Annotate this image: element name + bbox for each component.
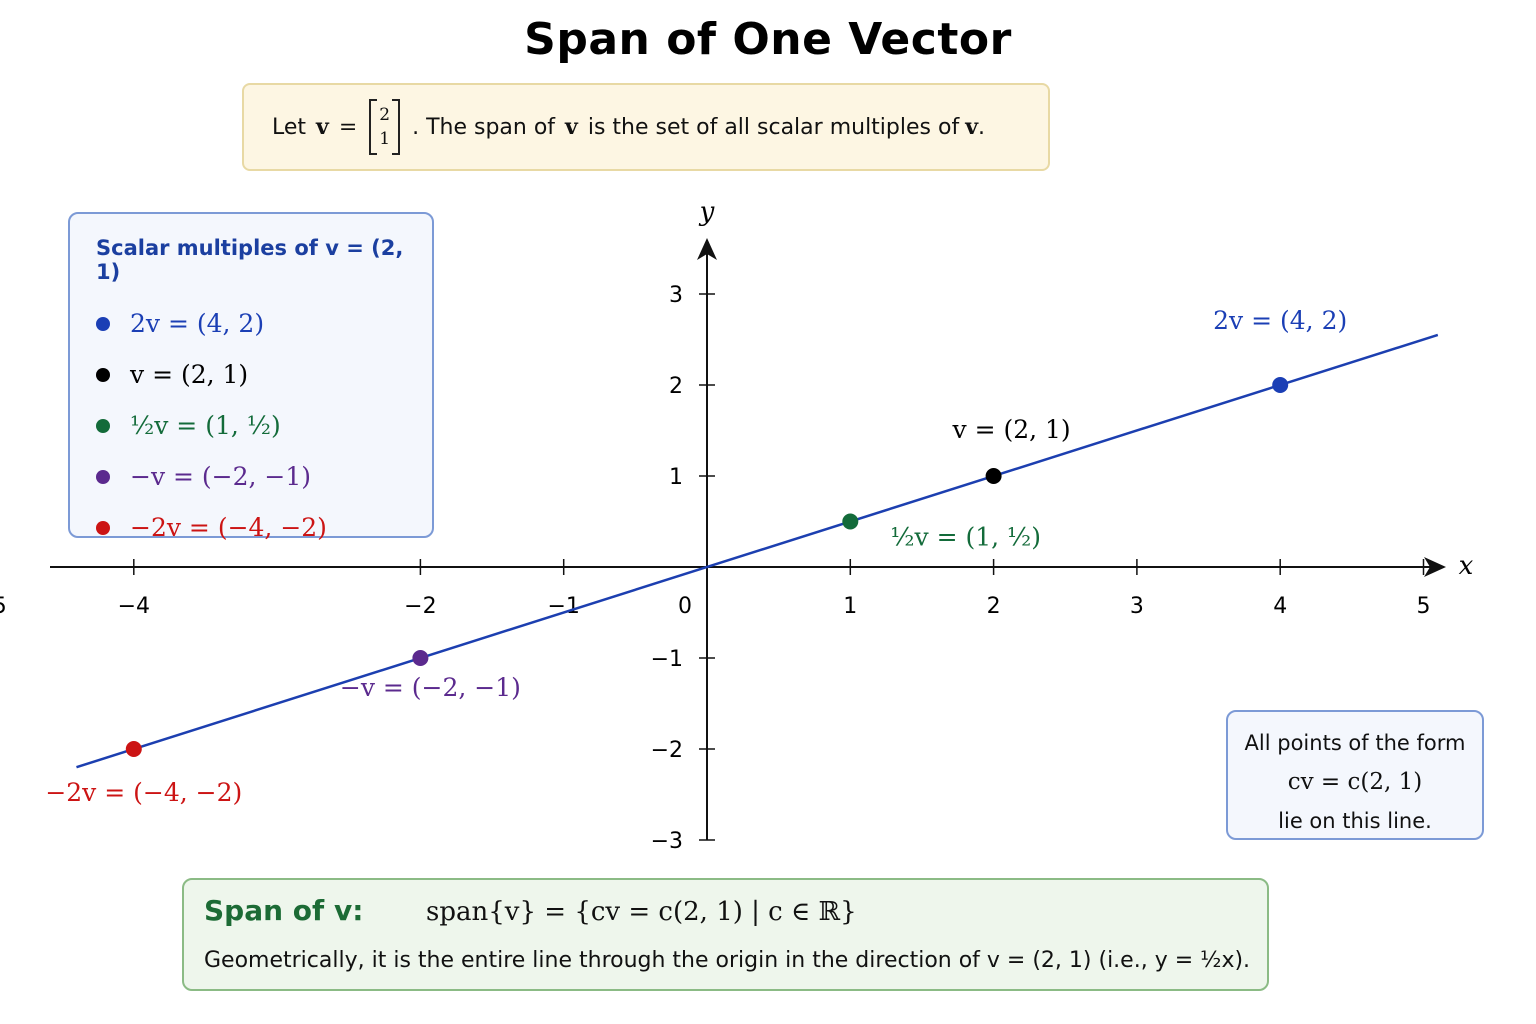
legend-box: Scalar multiples of v = (2, 1) 2v = (4, … (68, 212, 434, 542)
x-tick-label: 0 (678, 594, 692, 619)
legend-label: v = (2, 1) (130, 360, 249, 389)
legend-dot (96, 469, 110, 484)
legend-item: 2v = (4, 2) (96, 298, 432, 349)
data-point (985, 468, 1002, 484)
legend-dot (96, 418, 110, 433)
note-line-2: cv = c(2, 1) (1287, 769, 1423, 795)
note-line-3: lie on this line. (1278, 809, 1432, 833)
x-axis-label: x (1459, 551, 1474, 581)
intro-vector-symbol: v (316, 114, 329, 140)
data-point (412, 650, 429, 666)
matrix-entry-top: 2 (379, 105, 391, 125)
legend-dot (96, 520, 110, 535)
x-tick-label: 3 (1130, 594, 1144, 619)
x-tick-label: 1 (843, 594, 857, 619)
y-tick-label: −3 (651, 829, 683, 854)
vector-matrix: 2 1 (369, 99, 401, 155)
intro-tail-b: is the set of all scalar multiples of (587, 114, 960, 140)
data-point (842, 513, 859, 530)
legend-item: −2v = (−4, −2) (96, 502, 432, 553)
point-label: ½v = (1, ½) (890, 523, 1041, 552)
data-point (1272, 377, 1289, 393)
intro-equals: = (338, 114, 358, 140)
intro-lead: Let (272, 114, 307, 140)
legend-label: 2v = (4, 2) (130, 309, 265, 338)
point-label: v = (2, 1) (952, 415, 1071, 444)
legend-list: 2v = (4, 2) v = (2, 1) ½v = (1, ½) −v = … (96, 298, 432, 553)
y-tick-label: 2 (669, 374, 683, 399)
x-tick-label: 2 (987, 594, 1001, 619)
y-tick-label: −1 (651, 647, 683, 672)
legend-item: −v = (−2, −1) (96, 451, 432, 502)
legend-label: −v = (−2, −1) (130, 462, 312, 491)
intro-box: Let v = 2 1 . The span of v is the set o… (242, 83, 1050, 171)
legend-label: ½v = (1, ½) (130, 411, 281, 440)
y-tick-label: 1 (669, 465, 683, 490)
point-label: 2v = (4, 2) (1213, 306, 1347, 335)
intro-tail-vector: v (565, 114, 578, 140)
intro-tail-a: . The span of (412, 114, 556, 140)
legend-title: Scalar multiples of v = (2, 1) (96, 236, 404, 284)
point-label: −2v = (−4, −2) (45, 778, 242, 807)
span-formula: span{v} = {cv = c(2, 1) | c ∈ ℝ} (426, 897, 857, 927)
legend-dot (96, 367, 110, 382)
y-axis-label: y (699, 197, 715, 227)
x-tick-label: 5 (1417, 594, 1431, 619)
span-line (76, 333, 1439, 769)
point-label: −v = (−2, −1) (340, 673, 521, 702)
legend-item: v = (2, 1) (96, 349, 432, 400)
x-tick-label: −5 (0, 594, 7, 619)
intro-tail-vector-2: v (965, 114, 978, 140)
x-tick-label: −2 (404, 594, 436, 619)
span-description: Geometrically, it is the entire line thr… (204, 948, 1251, 973)
legend-item: ½v = (1, ½) (96, 400, 432, 451)
y-tick-label: 3 (669, 283, 683, 308)
data-point (125, 741, 142, 757)
intro-tail-end: . (978, 114, 985, 140)
x-tick-label: 4 (1273, 594, 1287, 619)
page-title: Span of One Vector (524, 14, 1012, 65)
span-definition-box: Span of v: span{v} = {cv = c(2, 1) | c ∈… (182, 878, 1269, 991)
y-tick-label: −2 (651, 738, 683, 763)
note-line-1: All points of the form (1244, 731, 1466, 755)
legend-dot (96, 316, 110, 331)
line-note-box: All points of the form cv = c(2, 1) lie … (1226, 710, 1484, 840)
matrix-entry-bottom: 1 (379, 129, 391, 149)
legend-label: −2v = (−4, −2) (130, 513, 327, 542)
span-heading: Span of v: (204, 894, 364, 927)
x-tick-label: −4 (118, 594, 150, 619)
